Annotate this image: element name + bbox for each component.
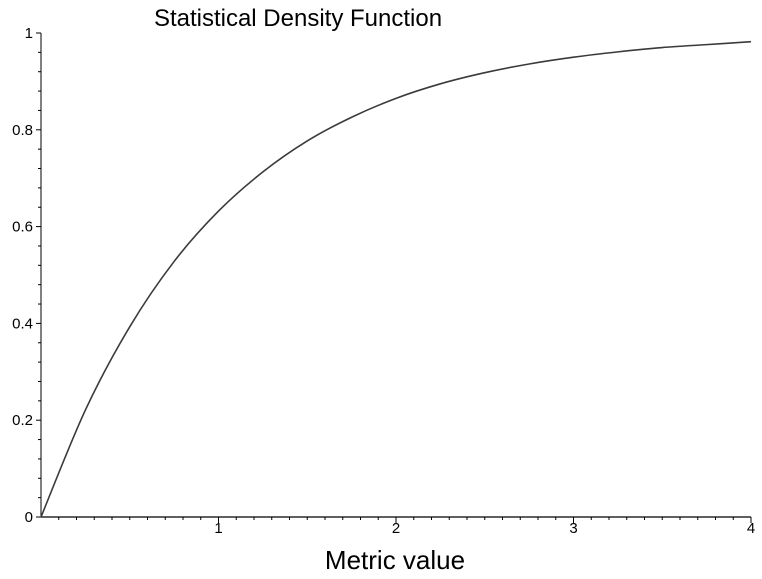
y-tick-label: 0.6 [12,219,33,236]
y-tick-label: 1 [25,25,33,42]
series-line [40,40,752,518]
x-tick-label: 3 [569,520,577,537]
y-tick-label: 0 [25,509,33,526]
x-axis-title: Metric value [325,545,465,575]
x-tick-label: 2 [392,520,400,537]
y-tick-label: 0.8 [12,122,33,139]
chart-title: Statistical Density Function [154,5,442,32]
x-tick-label: 1 [214,520,222,537]
y-tick-label: 0.2 [12,412,33,429]
y-tick-label: 0.4 [12,315,33,332]
x-tick-label: 4 [747,520,755,537]
